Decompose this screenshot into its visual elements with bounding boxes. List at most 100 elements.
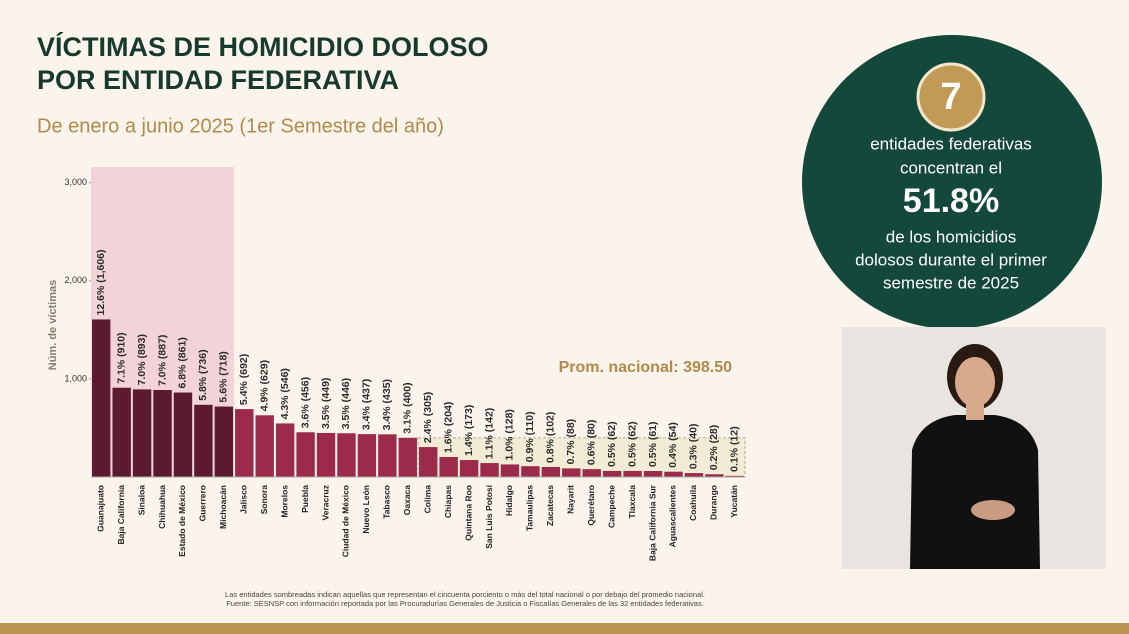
value-label: 3.4% (435) [381,379,393,430]
footnote: Las entidades sombreadas indican aquella… [225,590,705,599]
value-label: 0.6% (80) [586,420,598,466]
footnote: Fuente: SESNSP con información reportada… [226,599,704,608]
value-label: 0.4% (54) [667,422,679,468]
bar [521,466,540,477]
x-tick-label: Coahuila [688,485,698,521]
x-tick-label: Tabasco [382,485,392,519]
callout-circle [802,35,1102,329]
bar [439,456,458,477]
x-tick-label: Morelos [279,485,289,518]
value-label: 7.0% (887) [156,335,168,386]
y-tick-label: 3,000 [64,177,87,187]
value-label: 0.5% (62) [626,421,638,467]
value-label: 5.8% (736) [197,349,209,400]
bar [214,406,234,477]
x-tick-label: San Luis Potosí [484,484,494,548]
y-axis-label: Núm. de víctimas [47,280,59,370]
callout-text: de los homicidios [886,227,1016,246]
value-label: 0.5% (61) [647,421,659,467]
value-label: 1.6% (204) [442,402,454,453]
value-label: 4.9% (629) [259,360,271,411]
person-hands [971,500,1015,520]
x-tick-label: Michoacán [218,485,228,529]
x-tick-label: Sinaloa [136,485,146,516]
bar [173,392,193,477]
bar [275,423,295,477]
x-tick-label: Sonora [259,485,269,515]
y-tick-label: 1,000 [64,373,87,383]
x-tick-label: Yucatán [729,485,739,518]
bar [398,437,417,477]
bar [255,415,274,477]
value-label: 0.5% (62) [606,421,618,467]
x-tick-label: Estado de México [177,485,187,557]
value-label: 1.0% (128) [504,409,516,460]
plot: Prom. nacional: 398.50 1,000 2,000 3,000 12.… [64,167,746,561]
value-label: 1.1% (142) [483,408,495,459]
x-tick-label: Querétaro [586,485,596,526]
bar [623,470,642,477]
value-label: 0.1% (12) [729,426,741,472]
x-tick-label: Guanajuato [95,485,105,532]
person-neck [966,404,984,420]
callout-highlight: 51.8% [903,182,999,220]
value-label: 0.8% (102) [545,412,557,463]
x-tick-label: Campeche [606,485,616,528]
x-tick-label: Tlaxcala [627,485,637,519]
bar [419,447,438,477]
x-tick-label: Zacatecas [545,485,555,526]
bar [92,319,111,477]
callout-text: dolosos durante el primer [855,250,1047,269]
x-tick-label: Jalisco [239,485,249,514]
x-tick-label: Baja California Sur [647,484,657,561]
bar [112,387,131,477]
bar [194,404,213,477]
callout-number: 7 [940,76,961,118]
x-tick-label: Durango [709,485,719,520]
value-label: 0.3% (40) [688,424,700,470]
callout-text: entidades federativas [870,134,1032,153]
value-label: 12.6% (1,606) [95,249,107,315]
value-label: 3.4% (437) [361,379,373,430]
x-tick-label: Oaxaca [402,485,412,516]
bar [153,389,172,477]
bar [296,432,315,477]
x-tick-label: Chihuahua [157,485,167,529]
bar [582,469,601,477]
average-label: Prom. nacional: 398.50 [559,359,733,376]
value-label: 0.2% (28) [708,425,720,471]
bar [684,473,704,477]
x-tick-label: Nuevo León [361,485,371,534]
x-tick-label: Veracruz [320,485,330,520]
x-tick-label: Nayarit [566,485,576,514]
x-tick-label: Guerrero [198,485,208,521]
title-line: VÍCTIMAS DE HOMICIDIO DOLOSO [37,31,489,62]
bar [480,463,499,477]
value-label: 3.6% (456) [299,377,311,428]
x-tick-label: Tamaulipas [525,485,535,531]
bar [378,434,397,477]
x-tick-label: Baja California [116,485,126,545]
bar [562,468,581,477]
x-tick-label: Quintana Roo [463,485,473,541]
subtitle: De enero a junio 2025 (1er Semestre del … [37,115,444,137]
bar [602,470,622,477]
value-label: 4.3% (546) [279,368,291,419]
bar [235,409,254,477]
value-label: 7.0% (893) [136,334,148,385]
value-label: 0.7% (88) [565,419,577,465]
bar [541,466,561,477]
x-tick-label: Colima [422,485,432,514]
value-label: 7.1% (910) [115,332,127,383]
value-label: 2.4% (305) [422,392,434,443]
value-label: 3.5% (449) [320,378,332,429]
bar [664,471,683,477]
bar [500,464,520,477]
x-tick-label: Aguascalientes [668,485,678,548]
value-label: 1.4% (173) [463,405,475,456]
bar [132,389,152,477]
bar [725,475,744,477]
bar [316,432,336,477]
value-label: 6.8% (861) [177,337,189,388]
